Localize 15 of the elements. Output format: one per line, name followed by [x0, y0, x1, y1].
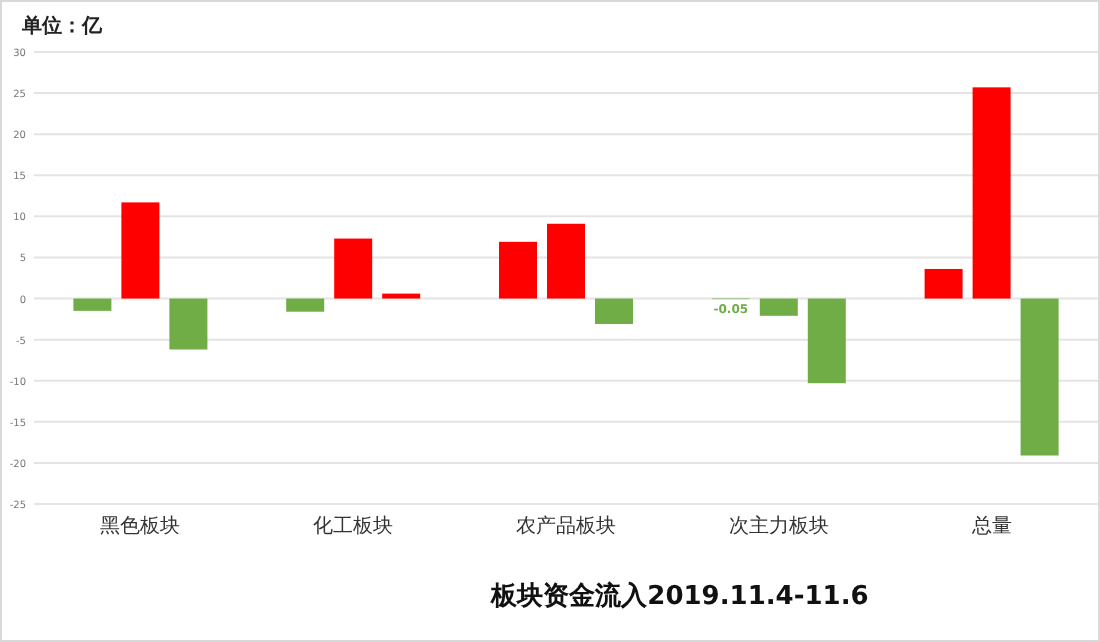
bar	[595, 298, 633, 325]
y-axis-title: 单位：亿	[20, 14, 104, 38]
bar	[169, 298, 208, 350]
text: 板块资金流入2019.11.4-11.6	[489, 580, 869, 612]
x-tick-label: 农产品板块	[516, 514, 616, 538]
bar	[334, 238, 373, 299]
bar	[972, 87, 1011, 299]
bar	[547, 223, 585, 299]
bar	[807, 298, 846, 384]
bar	[1020, 298, 1059, 456]
x-tick-label: 次主力板块	[728, 514, 829, 538]
bar	[121, 202, 160, 299]
x-tick-label: 黑色板块	[100, 514, 181, 538]
x-tick-label: 总量	[969, 514, 1012, 538]
x-tick-label: 化工板块	[313, 514, 394, 538]
